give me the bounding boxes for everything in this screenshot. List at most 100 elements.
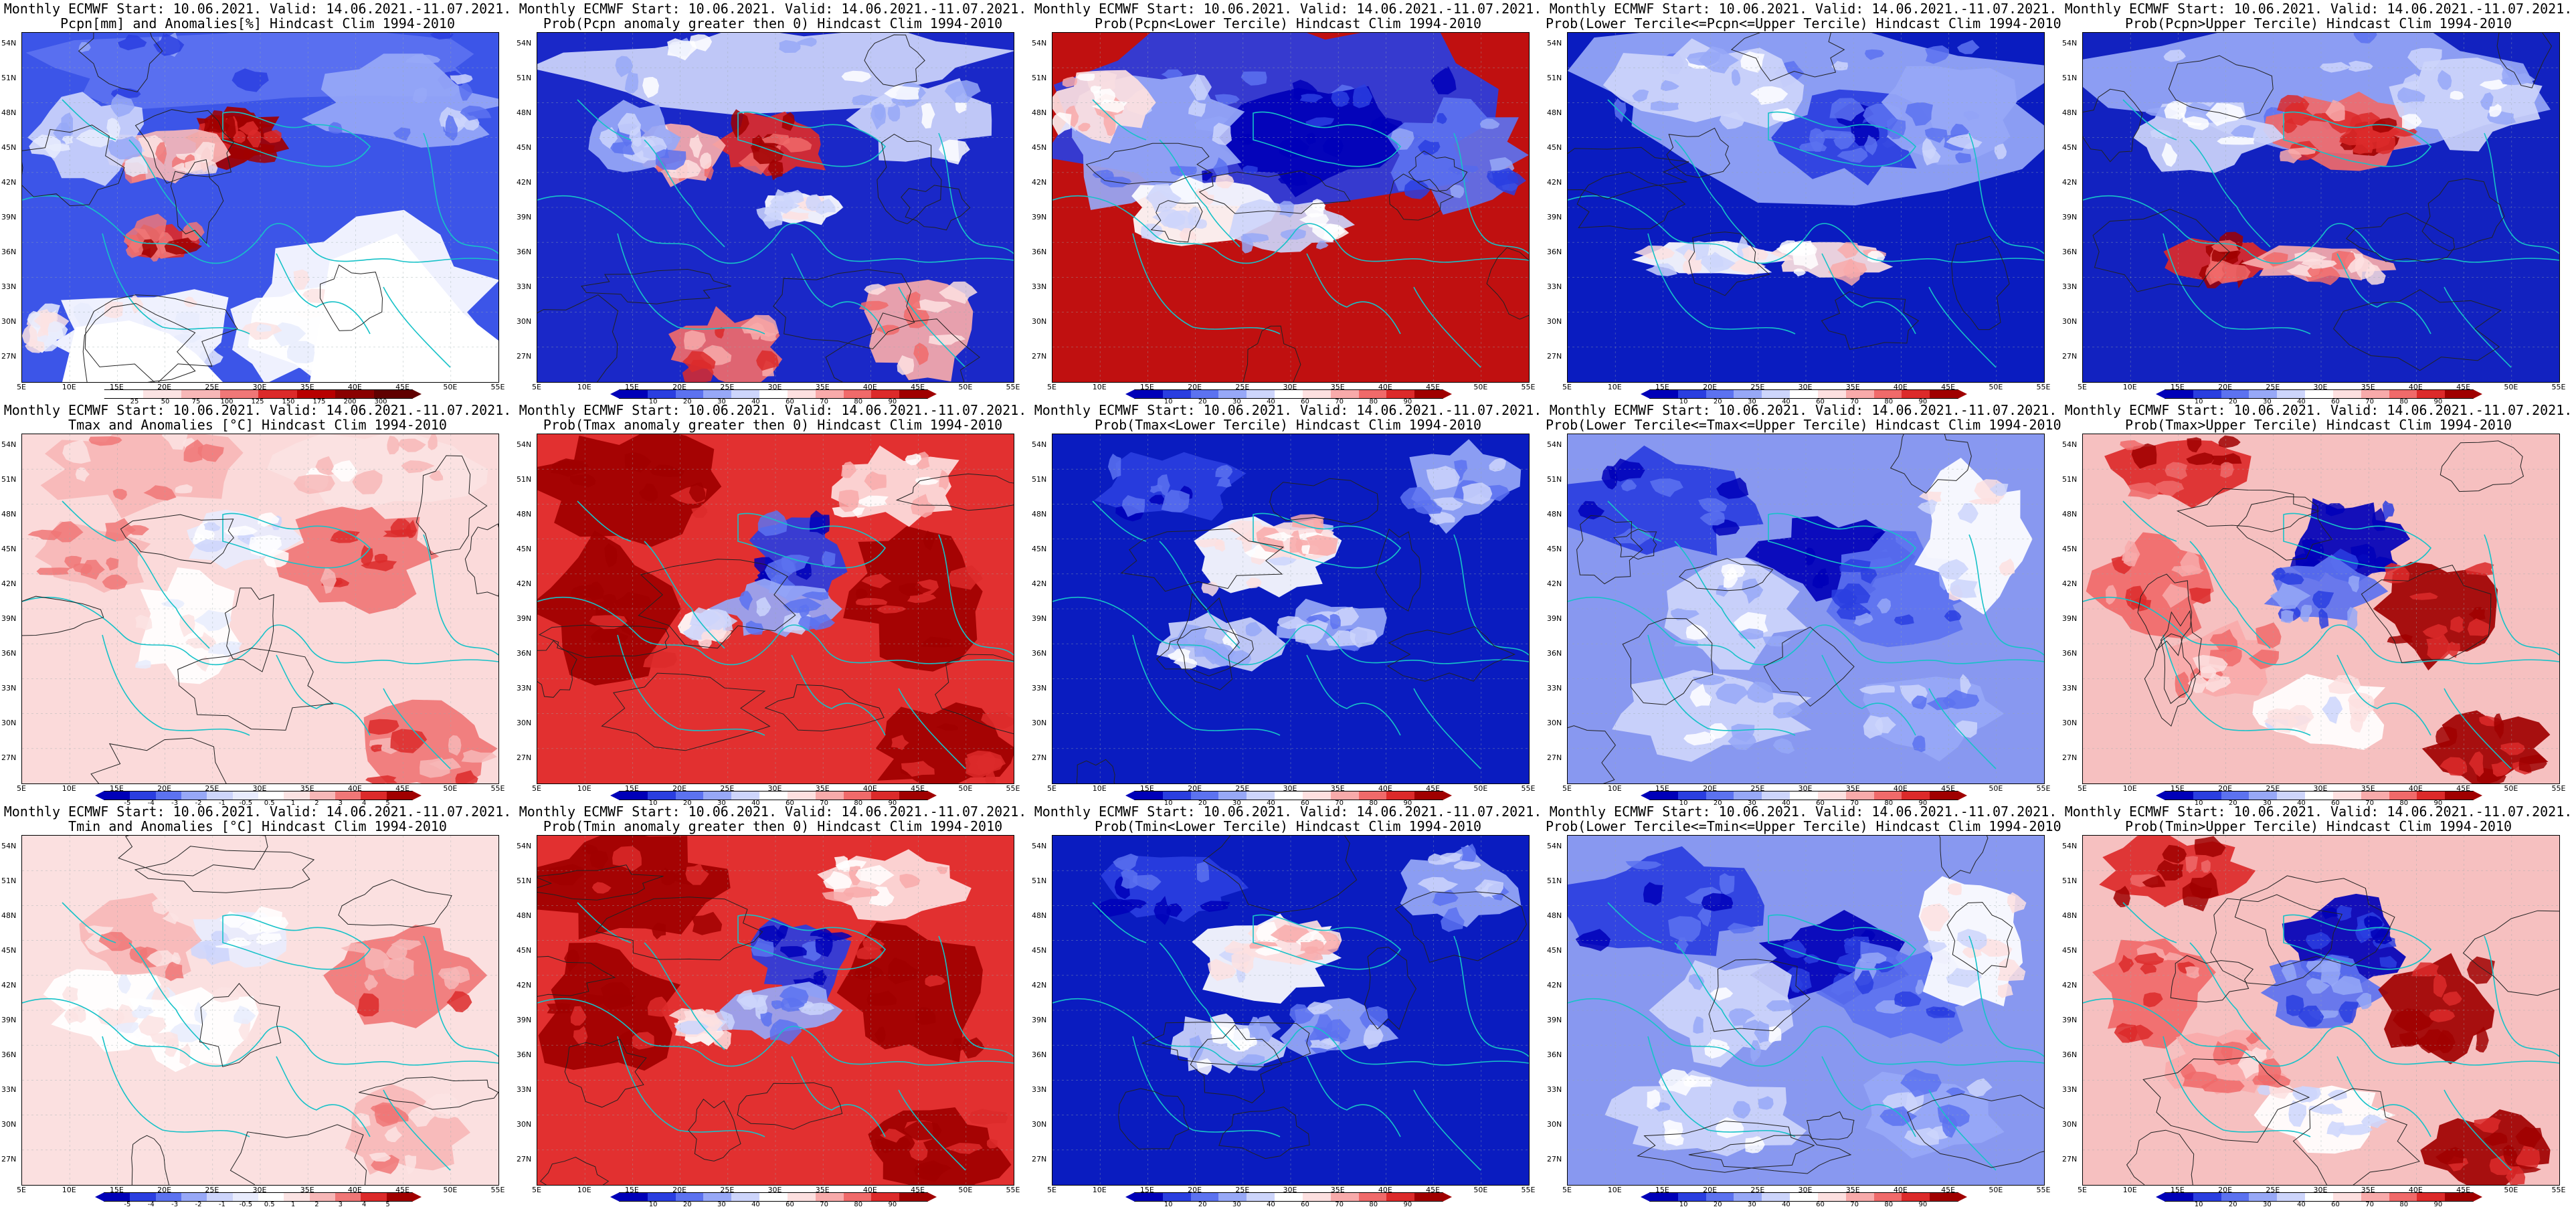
coastline <box>617 1036 765 1137</box>
field-shading-speckle <box>384 1126 403 1143</box>
field-shading-speckle <box>2288 147 2317 155</box>
isoline-contour <box>1576 171 1686 229</box>
field-shading-speckle <box>1783 940 1807 959</box>
longitude-label: 45E <box>1941 383 1956 391</box>
colorbar-tick-labels: -5 -4 -3 -2 -1 -0.5 0.5 1 2 3 4 5 <box>104 1201 411 1209</box>
colorbar-swatch <box>232 792 258 800</box>
forecast-map <box>1567 835 2045 1186</box>
longitude-label: 25E <box>205 383 219 391</box>
field-shading-speckle <box>1734 612 1768 635</box>
isoline-contour <box>2234 875 2395 967</box>
colorbar-swatch <box>1650 390 1678 398</box>
field-shading-speckle <box>1957 39 1980 54</box>
isoline-contour <box>1085 143 1212 185</box>
field-shading-speckle <box>1854 612 1873 626</box>
longitude-label: 45E <box>1941 1186 1956 1194</box>
colorbar-swatch <box>871 792 900 800</box>
field-shading-speckle <box>106 557 119 571</box>
colorbar-tick-label: 150 <box>282 398 295 405</box>
field-shading-speckle <box>225 116 236 138</box>
colorbar-swatch <box>2249 390 2278 398</box>
colorbar-swatch <box>2445 390 2473 398</box>
map-panel: Monthly ECMWF Start: 10.06.2021. Valid: … <box>515 803 1030 1208</box>
colorbar-swatch <box>1817 1193 1846 1201</box>
latitude-label: 33N <box>1547 1085 1562 1094</box>
latitude-label: 42N <box>2062 178 2078 187</box>
latitude-label: 51N <box>1 876 17 885</box>
colorbar-tick-label: 90 <box>1918 398 1928 405</box>
coastline <box>2484 534 2559 656</box>
longitude-label: 40E <box>1893 383 1908 391</box>
colorbar-swatch <box>1817 792 1846 800</box>
field-shading-speckle <box>1167 648 1191 662</box>
field-shading-speckle <box>2433 973 2448 998</box>
isoline-contour <box>537 864 664 901</box>
coastline <box>423 132 498 254</box>
field-shading-speckle <box>1305 132 1316 145</box>
colorbar-tick-label: 20 <box>2228 398 2237 405</box>
colorbar-tick-label: 125 <box>251 398 264 405</box>
coastline <box>222 513 371 569</box>
field-shading-speckle <box>1879 1106 1918 1126</box>
colorbar-tick-label: -5 <box>124 1201 131 1208</box>
colorbar-swatch <box>130 1193 156 1201</box>
latitude-label: 36N <box>1547 248 1562 256</box>
colorbar-swatch <box>1135 792 1163 800</box>
field-shading-speckle <box>1912 735 1926 753</box>
map-field-svg <box>537 33 1014 382</box>
panel-title-line-1: Monthly ECMWF Start: 10.06.2021. Valid: … <box>3 1 512 17</box>
longitude-label: 35E <box>1330 383 1345 391</box>
coastline <box>2283 513 2432 569</box>
latitude-label: 54N <box>517 842 532 850</box>
field-shading-speckle <box>61 112 73 136</box>
colorbar-tick-label: 30 <box>1747 1201 1756 1208</box>
latitude-label: 27N <box>2062 352 2078 361</box>
field-shading-speckle <box>2189 587 2211 604</box>
coastline <box>62 902 116 943</box>
field-shading-speckle <box>2365 264 2386 285</box>
field-shading-region <box>868 1107 1012 1185</box>
coastline <box>1253 914 1402 970</box>
field-shading-speckle <box>1189 74 1212 101</box>
field-shading-speckle <box>1716 477 1749 499</box>
isoline-contour <box>1076 759 1115 783</box>
panel-title-line-1: Monthly ECMWF Start: 10.06.2021. Valid: … <box>2064 402 2573 418</box>
field-shading-speckle <box>1875 717 1896 734</box>
coastline <box>791 654 886 736</box>
colorbar-tick-label: 90 <box>1403 800 1412 807</box>
colorbar-swatch <box>2193 390 2221 398</box>
longitude-label: 40E <box>2408 383 2423 391</box>
field-shading-speckle <box>331 460 358 482</box>
field-shading-speckle <box>756 597 771 617</box>
field-shading-speckle <box>64 555 82 569</box>
isoline-contour <box>2292 1088 2420 1185</box>
latitude-label: 48N <box>1032 108 1047 117</box>
field-shading-speckle <box>816 199 836 215</box>
field-shading-speckle <box>1076 73 1095 81</box>
field-shading-speckle <box>1614 98 1627 122</box>
isoline-contour <box>2126 1129 2195 1185</box>
field-shading-speckle <box>102 574 128 590</box>
field-shading-speckle <box>1697 907 1712 927</box>
colorbar-swatch <box>899 390 927 398</box>
field-shading-speckle <box>1693 1016 1704 1034</box>
field-shading-speckle <box>877 605 907 614</box>
coastline <box>62 99 116 141</box>
field-shading-speckle <box>715 327 725 339</box>
colorbar-tick-label: 20 <box>1713 1201 1722 1208</box>
field-shading-speckle <box>1103 112 1116 136</box>
field-shading-speckle <box>1149 484 1163 494</box>
colorbar <box>95 1192 422 1202</box>
field-shading-speckle <box>1278 170 1308 186</box>
colorbar-tick-label: 40 <box>751 398 760 405</box>
longitude-label: 55E <box>490 784 505 793</box>
field-shading-speckle <box>112 488 127 500</box>
longitude-label: 50E <box>2504 784 2518 793</box>
colorbar-swatch <box>207 1193 233 1201</box>
field-shading-speckle <box>1304 1002 1333 1015</box>
isoline-contour <box>82 302 196 382</box>
field-shading-speckle <box>2382 500 2395 521</box>
field-shading-speckle <box>1805 547 1816 566</box>
latitude-label: 27N <box>517 352 532 361</box>
colorbar-tick-label: 10 <box>2194 1201 2203 1208</box>
